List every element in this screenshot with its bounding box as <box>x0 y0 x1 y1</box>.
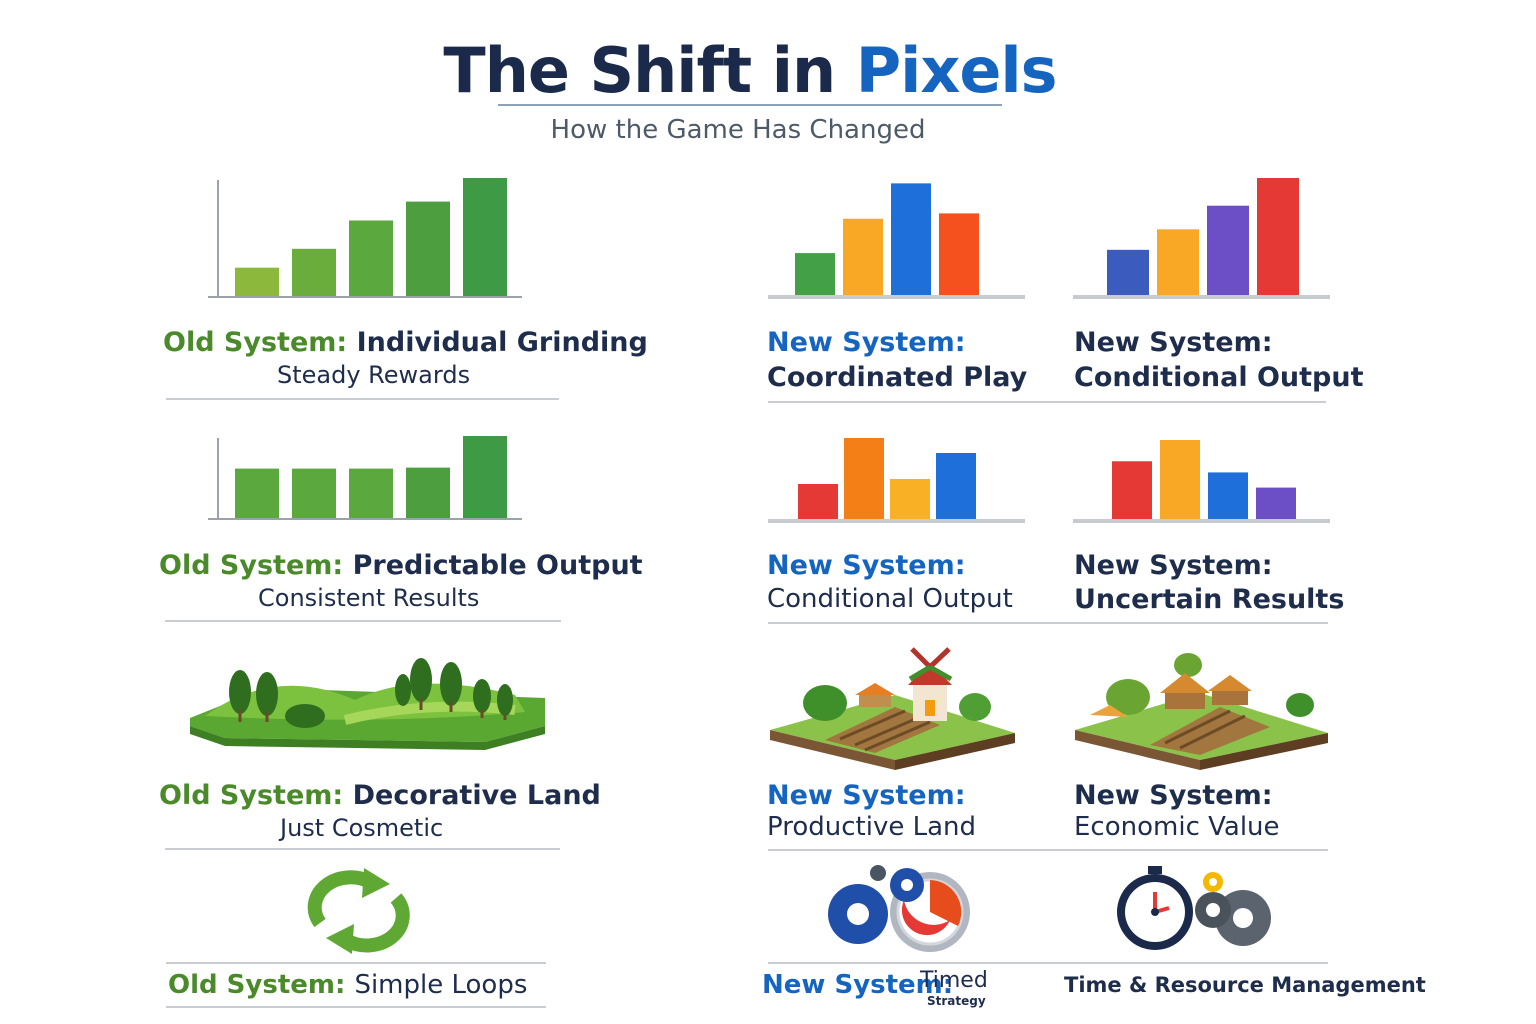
new-title: Productive Land <box>767 812 976 842</box>
bar <box>349 468 393 518</box>
divider <box>166 1006 546 1008</box>
bar <box>406 201 450 296</box>
divider <box>768 622 1328 624</box>
farm-village-icon <box>1075 653 1328 770</box>
new-title: Uncertain Results <box>1074 584 1345 615</box>
chart-old-steady <box>208 178 522 298</box>
bar <box>936 453 976 520</box>
farm-windmill-icon <box>770 647 1015 770</box>
old-prefix: Old System: <box>163 327 348 358</box>
new-title: Conditional Output <box>767 584 1013 614</box>
bar <box>292 248 336 296</box>
page-title: The Shift in Pixels <box>0 34 1500 107</box>
old-subtitle: Steady Rewards <box>277 361 471 389</box>
new-title: Timed <box>920 968 988 993</box>
new-title: Economic Value <box>1074 812 1280 842</box>
bar <box>891 183 931 296</box>
divider <box>166 398 559 400</box>
old-title: Predictable Output <box>352 550 643 581</box>
old-prefix: Old System: <box>159 780 344 811</box>
bar <box>795 253 835 296</box>
old-title: Decorative Land <box>352 780 601 811</box>
old-label-2: Old System: Predictable Output <box>159 549 643 582</box>
old-subtitle: Consistent Results <box>258 584 480 612</box>
new-prefix: New System: <box>767 780 966 811</box>
bar <box>406 467 450 518</box>
page-subtitle: How the Game Has Changed <box>550 115 926 145</box>
bar <box>235 267 279 296</box>
bar <box>939 213 979 296</box>
new-prefix: New System: <box>767 327 966 358</box>
old-title: Individual Grinding <box>356 327 648 358</box>
old-prefix: Old System <box>168 970 335 1000</box>
bar <box>292 468 336 518</box>
new-prefix: New System: <box>1074 550 1273 581</box>
bar <box>1107 249 1149 296</box>
bar <box>1157 229 1199 296</box>
bar <box>1160 440 1200 520</box>
old-colon: : <box>334 970 346 1000</box>
old-label-1: Old System: Individual Grinding <box>163 326 648 359</box>
bar <box>349 220 393 296</box>
new-prefix: New System: <box>767 550 966 581</box>
bar <box>844 438 884 520</box>
divider <box>768 962 1328 964</box>
chart-new-conditional-1 <box>1073 178 1330 299</box>
divider <box>165 848 560 850</box>
old-label-3: Old System: Decorative Land <box>159 779 601 812</box>
bar <box>1208 472 1248 520</box>
bar <box>1112 461 1152 520</box>
new-prefix: New System: <box>1074 780 1273 811</box>
divider <box>165 620 561 622</box>
chart-new-conditional-2 <box>768 438 1025 523</box>
new-title: Conditional Output <box>1074 362 1364 393</box>
title-underline <box>498 104 1002 106</box>
chart-new-uncertain <box>1073 440 1330 523</box>
new-title: Coordinated Play <box>767 362 1028 393</box>
green-hills-trees-icon <box>190 658 545 750</box>
old-prefix: Old System: <box>159 550 344 581</box>
old-subtitle: Just Cosmetic <box>280 814 444 842</box>
old-label-4: Old System: Simple Loops <box>168 969 527 1002</box>
divider <box>166 962 546 964</box>
stopwatch-gears-icon <box>1117 866 1271 950</box>
bar <box>463 436 507 518</box>
old-title: Simple Loops <box>354 970 528 1000</box>
title-part-1: The Shift in <box>443 34 856 107</box>
chart-old-predictable <box>208 436 522 520</box>
new-prefix: New System: <box>1074 327 1273 358</box>
bar <box>843 218 883 296</box>
recycle-arrows-icon <box>307 868 410 954</box>
bar <box>1256 487 1296 520</box>
divider <box>768 401 1326 403</box>
bar <box>1257 178 1299 296</box>
bar <box>463 178 507 296</box>
gears-timer-icon <box>828 865 970 952</box>
divider <box>768 849 1328 851</box>
new-prefix: New System: <box>762 970 954 1000</box>
title-part-2: Pixels <box>855 34 1058 107</box>
bar <box>235 468 279 518</box>
new-title: Time & Resource Management <box>1064 973 1426 997</box>
bar <box>890 479 930 520</box>
bar <box>798 484 838 520</box>
bar <box>1207 205 1249 296</box>
chart-new-coordinated <box>768 183 1025 299</box>
new-title-small: Strategy <box>927 994 986 1008</box>
